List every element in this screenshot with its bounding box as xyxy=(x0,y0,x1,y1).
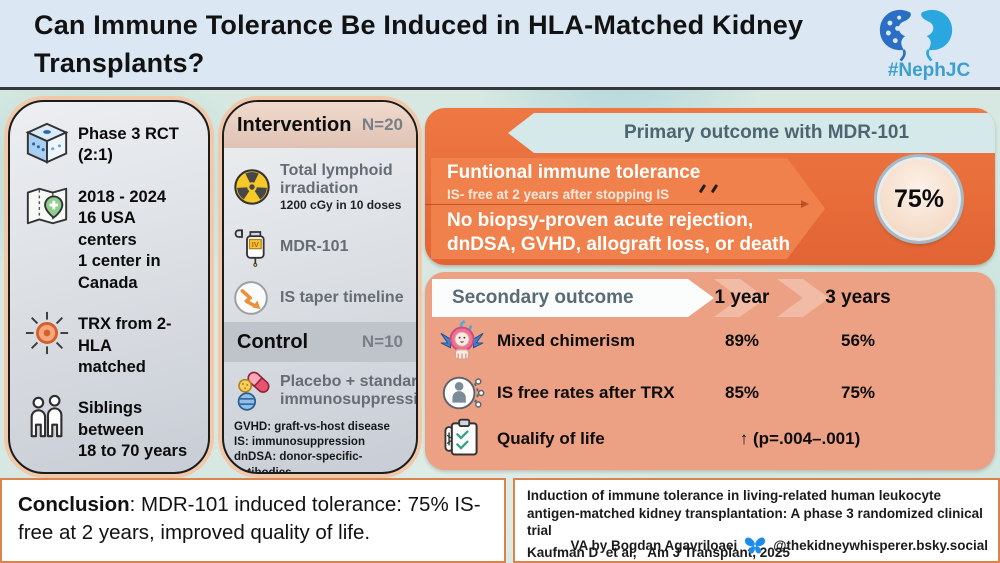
secondary-outcome-banner: Secondary outcome xyxy=(432,279,714,317)
svg-text:IV: IV xyxy=(252,240,259,249)
secondary-row-chimerism: Mixed chimerism 89% 56% xyxy=(425,316,995,366)
brand-text: #NephJC xyxy=(887,60,971,81)
primary-result-circle: 75% xyxy=(877,157,961,241)
secondary-value-3years: 56% xyxy=(840,331,876,350)
arm-row-taper: IS taper timeline xyxy=(232,274,408,322)
footnote-gvhd: GVHD: graft-vs-host disease xyxy=(234,421,390,433)
footnote-dndsa: dnDSA: donor-specific-antibodies xyxy=(234,451,363,474)
conclusion-box: Conclusion: MDR-101 induced tolerance: 7… xyxy=(0,478,506,563)
intervention-label: Intervention xyxy=(237,113,352,136)
conclusion-text: : MDR-101 induced tolerance: 75% IS-free… xyxy=(18,493,481,545)
study-item-label: TRX from 2-HLA matched xyxy=(78,315,172,376)
secondary-value-3years: 75% xyxy=(840,383,876,402)
citation-authors: Kaufman D et al, Am J Transplant, 2025 xyxy=(527,544,790,560)
timeline-arrowhead xyxy=(801,200,809,208)
timeline-line xyxy=(425,204,803,205)
pills-icon xyxy=(232,370,274,412)
kidney-logo-icon xyxy=(870,4,988,62)
citation-title: Induction of immune tolerance in living-… xyxy=(527,488,983,539)
abbreviation-footnotes: GVHD: graft-vs-host disease IS: immunosu… xyxy=(224,412,416,474)
secondary-row-isfree: IS free rates after TRX 85% 75% xyxy=(425,368,995,418)
study-item-siblings: Siblings between 18 to 70 years xyxy=(24,394,198,462)
control-header: Control N=10 xyxy=(224,322,416,362)
study-design-panel: Phase 3 RCT (2:1) 2018 - 2024 16 USA cen… xyxy=(8,100,210,474)
primary-headline: Funtional immune tolerance xyxy=(447,162,701,183)
secondary-row-label: Mixed chimerism xyxy=(497,331,635,350)
iv-bag-icon: IV xyxy=(232,227,272,267)
dice-icon xyxy=(24,120,70,166)
secondary-row-label: IS free rates after TRX xyxy=(497,383,675,402)
siblings-icon xyxy=(24,394,70,440)
conclusion-label: Conclusion xyxy=(18,493,130,516)
study-item-label: 2018 - 2024 16 USA centers 1 center in C… xyxy=(78,187,167,292)
arm-row-irradiation: Total lymphoid irradiation 1200 cGy in 1… xyxy=(232,154,408,220)
study-item-label: Phase 3 RCT (2:1) xyxy=(78,125,179,165)
map-icon xyxy=(24,183,70,229)
cell-icon xyxy=(24,310,70,356)
study-item-label: Siblings between 18 to 70 years xyxy=(78,399,188,461)
footnote-is: IS: immunosuppression xyxy=(234,436,365,449)
secondary-outcome-panel: Secondary outcome 1 year 3 years Mixed xyxy=(425,272,995,470)
intervention-rows: Total lymphoid irradiation 1200 cGy in 1… xyxy=(224,148,416,322)
person-circle-icon xyxy=(439,370,485,416)
secondary-value-combined: ↑ (p=.004–.001) xyxy=(739,429,861,448)
checklist-icon xyxy=(439,416,483,460)
intervention-header: Intervention N=20 xyxy=(224,102,416,148)
credit-handle: @thekidneywhisperer.bsky.social xyxy=(773,537,988,553)
secondary-row-label: Qualify of life xyxy=(497,429,605,448)
primary-outcome-panel: Primary outcome with MDR-101 Funtional i… xyxy=(425,108,995,265)
primary-result-value: 75% xyxy=(893,184,945,213)
arrow-shape xyxy=(431,158,825,259)
primary-subline: IS- free at 2 years after stopping IS xyxy=(447,187,670,202)
column-header-1year: 1 year xyxy=(714,287,770,308)
arm-row-subtitle: 1200 cGy in 10 doses xyxy=(280,198,402,213)
page-title: Can Immune Tolerance Be Induced in HLA-M… xyxy=(34,10,804,79)
arm-row-title: Placebo + standard immunosuppression xyxy=(280,373,418,408)
header-bar: Can Immune Tolerance Be Induced in HLA-M… xyxy=(0,0,1000,90)
arm-row-mdr101: IV MDR-101 xyxy=(232,220,408,274)
credit-text: VA by Bogdan Agavriloaei xyxy=(570,537,738,553)
study-item-centers: 2018 - 2024 16 USA centers 1 center in C… xyxy=(24,183,198,294)
arm-row-placebo: Placebo + standard immunosuppression xyxy=(224,362,416,412)
tick-marks xyxy=(697,182,723,194)
butterfly-icon xyxy=(742,534,768,556)
chimera-icon xyxy=(439,318,485,364)
arm-row-title: MDR-101 xyxy=(280,238,349,256)
control-n: N=10 xyxy=(361,332,403,351)
arms-panel: Intervention N=20 Tot xyxy=(222,100,418,474)
credit-line: VA by Bogdan Agavriloaei @thekidneywhisp… xyxy=(570,534,988,556)
secondary-value-1year: 89% xyxy=(724,331,760,350)
arm-row-title: IS taper timeline xyxy=(280,289,404,307)
nephjc-logo: #NephJC xyxy=(870,4,988,82)
study-item-trx: TRX from 2-HLA matched xyxy=(24,310,198,378)
column-header-3years: 3 years xyxy=(825,287,891,308)
primary-criteria: No biopsy-proven acute rejection, dnDSA,… xyxy=(447,210,791,256)
control-label: Control xyxy=(237,330,309,353)
arm-row-title: Total lymphoid irradiation xyxy=(280,161,393,197)
secondary-value-1year: 85% xyxy=(724,383,760,402)
taper-icon xyxy=(232,279,272,317)
intervention-n: N=20 xyxy=(361,115,403,134)
citation-box: Induction of immune tolerance in living-… xyxy=(513,478,1000,563)
secondary-row-qol: Qualify of life ↑ (p=.004–.001) xyxy=(425,414,995,464)
radiation-icon xyxy=(232,167,272,207)
primary-outcome-banner: Primary outcome with MDR-101 xyxy=(508,113,995,153)
study-item-phase: Phase 3 RCT (2:1) xyxy=(24,120,198,167)
